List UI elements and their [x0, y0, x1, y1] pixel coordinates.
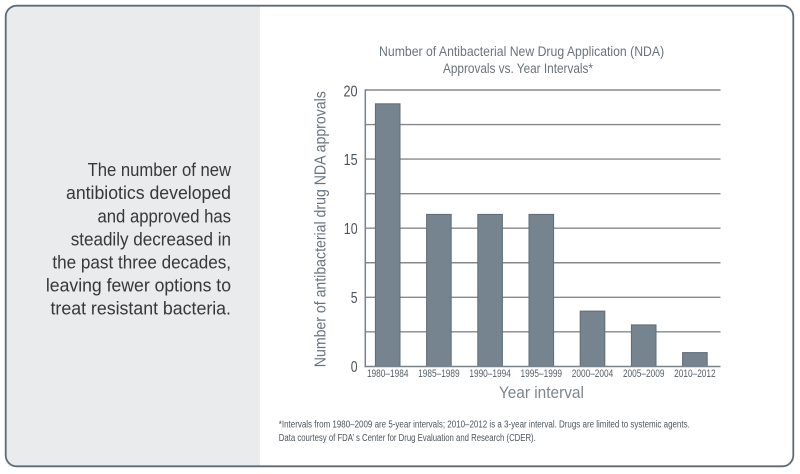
svg-text:10: 10 — [344, 221, 358, 238]
svg-text:The number of new: The number of new — [88, 159, 232, 180]
svg-text:Year interval: Year interval — [499, 384, 584, 402]
svg-text:the past three decades,: the past three decades, — [52, 252, 231, 273]
svg-text:treat resistant bacteria.: treat resistant bacteria. — [51, 298, 232, 319]
svg-text:1985–1989: 1985–1989 — [418, 368, 460, 380]
svg-text:and approved has: and approved has — [98, 205, 232, 226]
svg-text:Number of antibacterial drug N: Number of antibacterial drug NDA approva… — [312, 91, 329, 367]
svg-text:leaving fewer options to: leaving fewer options to — [46, 275, 231, 296]
svg-text:2005–2009: 2005–2009 — [623, 368, 665, 380]
svg-text:15: 15 — [344, 152, 358, 169]
svg-text:0: 0 — [351, 359, 358, 376]
svg-text:2010–2012: 2010–2012 — [674, 368, 716, 380]
svg-text:antibiotics developed: antibiotics developed — [66, 182, 231, 203]
svg-text:1990–1994: 1990–1994 — [469, 368, 511, 380]
svg-text:1980–1984: 1980–1984 — [367, 368, 409, 380]
svg-text:Approvals vs. Year Intervals*: Approvals vs. Year Intervals* — [443, 60, 593, 76]
svg-text:Number of Antibacterial New Dr: Number of Antibacterial New Drug Applica… — [379, 43, 664, 59]
svg-text:2000–2004: 2000–2004 — [572, 368, 614, 380]
svg-text:Data courtesy of FDA’ s Center: Data courtesy of FDA’ s Center for Drug … — [279, 433, 536, 444]
svg-text:1995–1999: 1995–1999 — [521, 368, 563, 380]
svg-text:5: 5 — [351, 290, 358, 307]
svg-text:*Intervals from 1980–2009 are: *Intervals from 1980–2009 are 5-year int… — [279, 419, 690, 430]
svg-text:steadily decreased in: steadily decreased in — [71, 228, 231, 249]
svg-text:20: 20 — [344, 84, 358, 101]
